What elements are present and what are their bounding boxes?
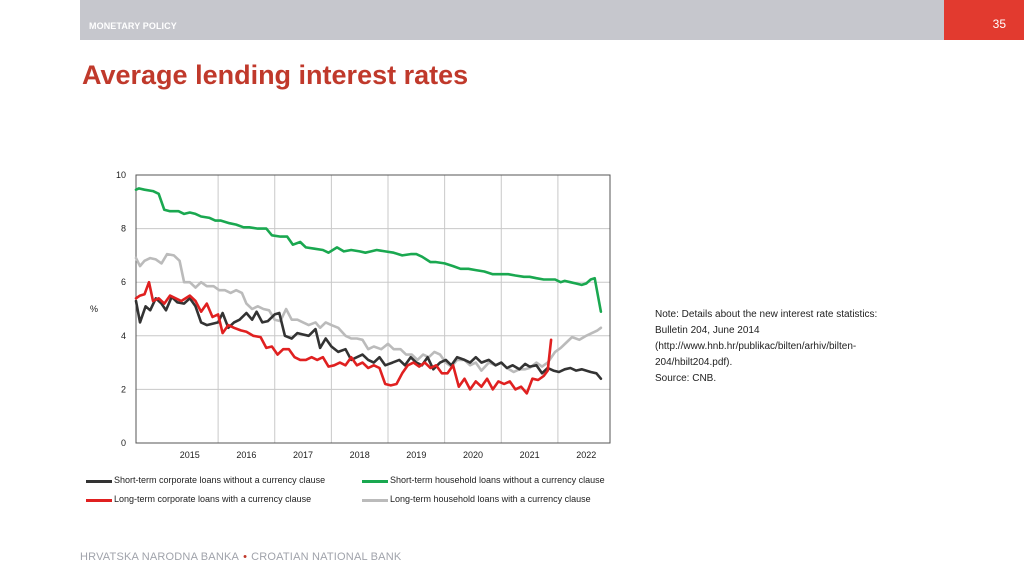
page-number-box: 35 xyxy=(944,0,1024,40)
x-tick-label: 2018 xyxy=(350,450,370,460)
y-axis-label: % xyxy=(90,304,98,314)
y-tick-label: 8 xyxy=(121,224,126,234)
note-line: Source: CNB. xyxy=(655,373,717,384)
legend-swatch xyxy=(86,480,112,483)
chart-note: Note: Details about the new interest rat… xyxy=(655,307,935,387)
series-line xyxy=(134,252,603,374)
x-tick-label: 2016 xyxy=(236,450,256,460)
note-line: Note: Details about the new interest rat… xyxy=(655,309,878,320)
series-line xyxy=(134,295,603,381)
note-line: Bulletin 204, June 2014 xyxy=(655,325,760,336)
footer-right: CROATIAN NATIONAL BANK xyxy=(251,551,402,563)
legend-swatch xyxy=(362,480,388,483)
footer-bank-name: HRVATSKA NARODNA BANKA • CROATIAN NATIONAL… xyxy=(80,551,401,563)
x-tick-label: 2021 xyxy=(520,450,540,460)
note-line: (http://www.hnb.hr/publikac/bilten/arhiv… xyxy=(655,341,857,352)
series-line xyxy=(134,187,603,314)
y-tick-label: 10 xyxy=(116,170,126,180)
legend-label: Short-term household loans without a cur… xyxy=(390,475,605,485)
footer-separator: • xyxy=(243,551,248,563)
x-tick-label: 2022 xyxy=(576,450,596,460)
y-tick-label: 6 xyxy=(121,277,126,287)
legend-label: Short-term corporate loans without a cur… xyxy=(114,475,326,485)
legend-swatch xyxy=(362,499,388,502)
section-label: MONETARY POLICY xyxy=(89,21,177,31)
footer-left: HRVATSKA NARODNA BANKA xyxy=(80,551,240,563)
header-bar: MONETARY POLICY xyxy=(80,0,944,40)
legend-swatch xyxy=(86,499,112,502)
page-title: Average lending interest rates xyxy=(82,60,469,90)
y-tick-label: 0 xyxy=(121,438,126,448)
legend-label: Long-term household loans with a currenc… xyxy=(390,494,591,504)
x-tick-label: 2020 xyxy=(463,450,483,460)
x-tick-label: 2015 xyxy=(180,450,200,460)
x-tick-label: 2017 xyxy=(293,450,313,460)
y-tick-label: 2 xyxy=(121,384,126,394)
legend-label: Long-term corporate loans with a currenc… xyxy=(114,494,312,504)
x-tick-label: 2019 xyxy=(406,450,426,460)
page-number: 35 xyxy=(992,17,1006,31)
series-line xyxy=(134,280,553,395)
plot-frame xyxy=(135,174,611,444)
note-line: 204/hbilt204.pdf). xyxy=(655,357,733,368)
y-tick-label: 4 xyxy=(121,331,126,341)
